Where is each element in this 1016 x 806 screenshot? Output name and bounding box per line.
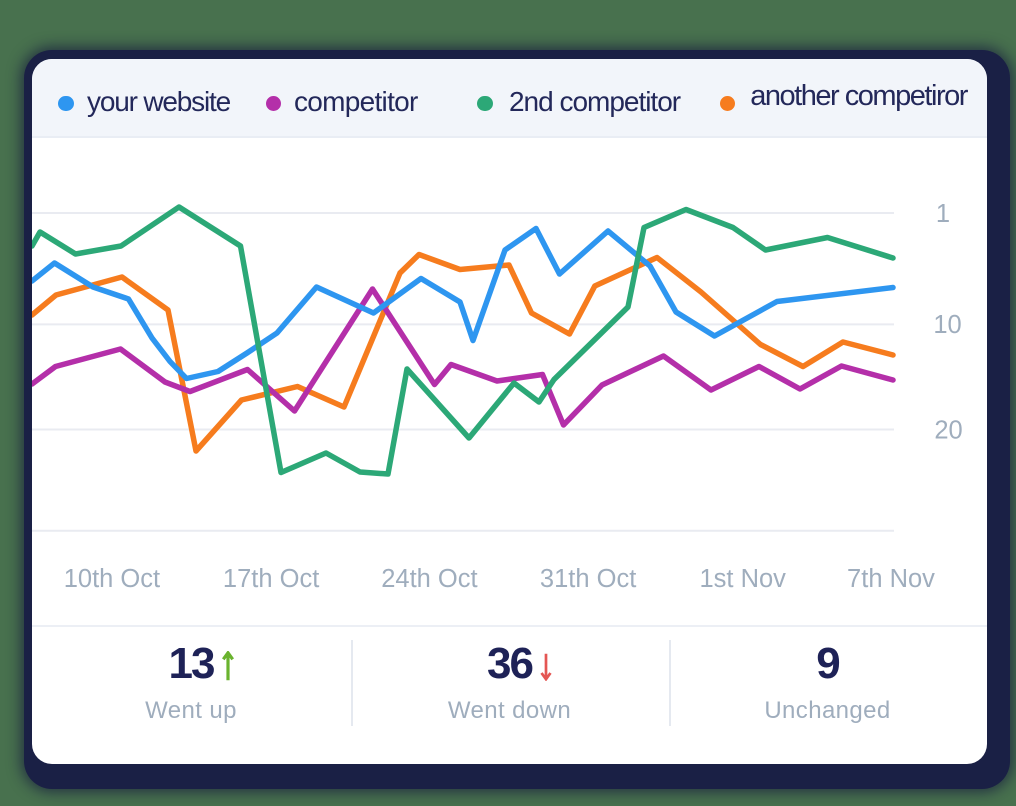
svg-text:1st Nov: 1st Nov: [699, 565, 786, 593]
svg-text:20: 20: [934, 416, 962, 444]
svg-text:10: 10: [933, 311, 961, 339]
svg-text:24th Oct: 24th Oct: [381, 565, 477, 593]
svg-text:31th Oct: 31th Oct: [540, 565, 636, 593]
svg-text:7th Nov: 7th Nov: [847, 565, 935, 593]
svg-text:1: 1: [936, 200, 950, 228]
svg-text:17th Oct: 17th Oct: [223, 565, 319, 593]
svg-text:10th Oct: 10th Oct: [64, 565, 160, 593]
